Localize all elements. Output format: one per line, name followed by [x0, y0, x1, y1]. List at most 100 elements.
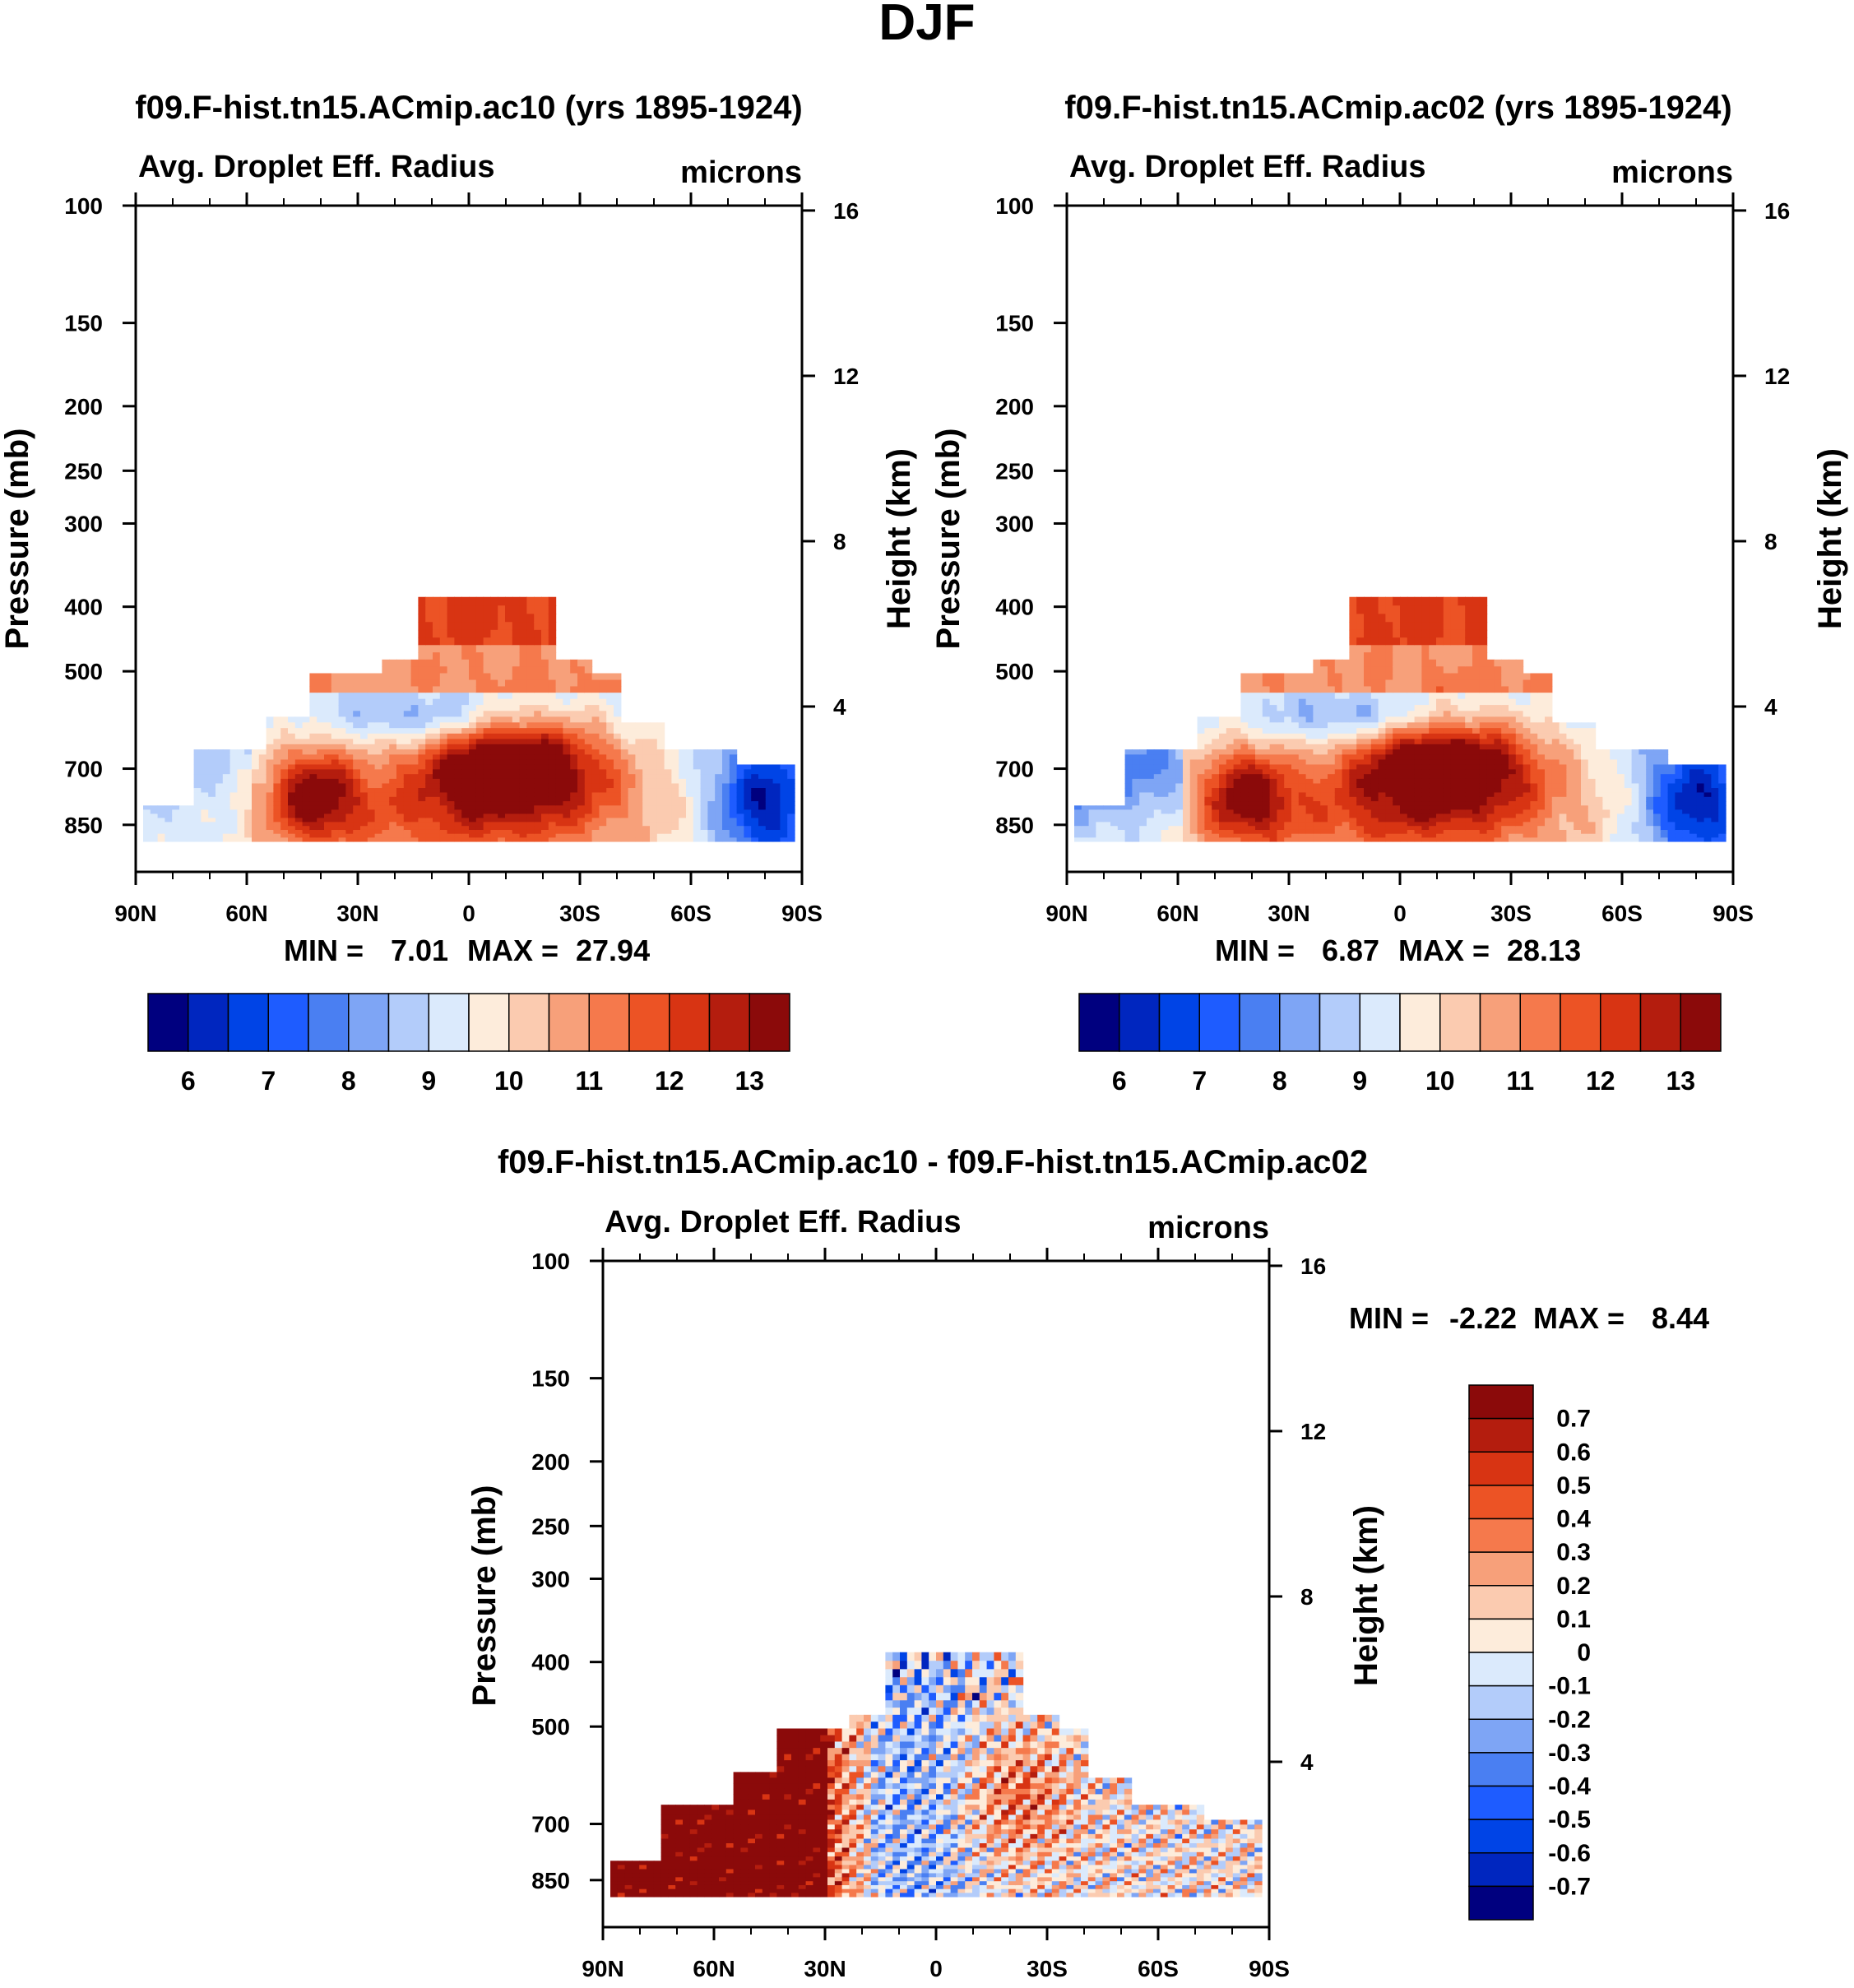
contour-cell	[469, 778, 477, 785]
contour-cell	[475, 805, 484, 811]
contour-cell	[1370, 733, 1379, 739]
contour-cell	[1298, 693, 1307, 700]
contour-cell	[483, 792, 491, 798]
y-tick-label: 200	[64, 394, 103, 419]
contour-cell	[599, 788, 607, 794]
contour-cell	[1407, 792, 1416, 798]
contour-cell	[1581, 805, 1589, 811]
contour-cell	[208, 754, 216, 761]
contour-cell	[1443, 733, 1452, 739]
contour-cell	[570, 659, 578, 667]
contour-cell	[165, 809, 173, 815]
contour-cell	[606, 809, 614, 815]
contour-cell	[1212, 783, 1220, 789]
contour-cell	[1356, 809, 1365, 815]
contour-cell	[1530, 826, 1538, 831]
contour-cell	[1284, 739, 1292, 745]
contour-cell	[1545, 818, 1553, 823]
contour-cell	[577, 733, 586, 739]
contour-cell	[1393, 744, 1401, 750]
colorbar-label: 13	[735, 1066, 764, 1096]
contour-cell	[591, 764, 600, 770]
contour-cell	[1421, 733, 1430, 739]
contour-cell	[1248, 833, 1256, 838]
contour-cell	[1298, 826, 1307, 831]
contour-cell	[1458, 693, 1466, 700]
contour-cell	[512, 705, 521, 711]
contour-cell	[1161, 837, 1169, 842]
contour-cell	[505, 698, 513, 706]
contour-cell	[751, 805, 759, 811]
contour-cell	[1313, 818, 1321, 823]
contour-cell	[1407, 826, 1416, 831]
contour-cell	[433, 596, 441, 606]
contour-cell	[439, 744, 448, 750]
contour-cell	[679, 783, 687, 789]
contour-cell	[1414, 629, 1422, 638]
contour-cell	[628, 774, 636, 780]
contour-cell	[1248, 822, 1256, 827]
contour-cell	[1291, 716, 1300, 723]
contour-cell	[1472, 673, 1481, 681]
contour-cell	[345, 769, 354, 775]
contour-cell	[1088, 826, 1096, 831]
contour-cell	[172, 813, 180, 819]
contour-cell	[541, 837, 549, 842]
contour-cell	[555, 829, 563, 835]
contour-cell	[1414, 652, 1422, 660]
contour-cell	[512, 818, 521, 823]
contour-cell	[1074, 829, 1082, 835]
contour-cell	[1537, 698, 1546, 706]
contour-cell	[1523, 739, 1531, 745]
contour-cell	[216, 792, 224, 798]
contour-cell	[1566, 833, 1574, 838]
contour-cell	[396, 764, 405, 770]
contour-cell	[1096, 822, 1104, 827]
contour-cell	[360, 792, 368, 798]
contour-cell	[534, 829, 542, 835]
contour-cell	[1334, 705, 1343, 711]
contour-cell	[439, 614, 448, 623]
contour-cell	[483, 605, 491, 614]
contour-cell	[751, 792, 759, 798]
contour-cell	[433, 739, 441, 745]
contour-cell	[1226, 818, 1235, 823]
contour-cell	[1364, 754, 1372, 761]
contour-cell	[1486, 809, 1495, 815]
contour-cell	[1574, 744, 1582, 750]
contour-cell	[266, 822, 274, 827]
contour-cell	[1132, 813, 1140, 819]
contour-cell	[1320, 739, 1328, 745]
contour-cell	[635, 778, 643, 785]
contour-cell	[331, 809, 340, 815]
contour-cell	[599, 833, 607, 838]
contour-cell	[1472, 659, 1481, 667]
contour-cell	[1400, 764, 1408, 770]
contour-cell	[1298, 673, 1307, 681]
contour-cell	[294, 783, 304, 789]
contour-cell	[331, 826, 340, 831]
colorbar-label: 11	[575, 1066, 603, 1096]
contour-cell	[447, 783, 455, 789]
contour-cell	[1443, 822, 1452, 827]
contour-cell	[1479, 679, 1488, 688]
contour-cell	[382, 774, 390, 780]
contour-cell	[512, 614, 521, 623]
colorbar: 6 7 8 9 10 11 12 13	[147, 993, 790, 1096]
contour-cell	[555, 818, 563, 823]
contour-cell	[642, 739, 651, 745]
contour-cell	[418, 813, 426, 819]
contour-cell	[1414, 826, 1422, 831]
contour-cell	[1240, 705, 1249, 711]
contour-cell	[729, 764, 738, 770]
contour-cell	[237, 778, 245, 785]
contour-cell	[1458, 801, 1466, 806]
contour-cell	[765, 774, 774, 780]
contour-cell	[599, 837, 607, 842]
contour-cell	[1370, 783, 1379, 789]
contour-cell	[1183, 764, 1191, 770]
contour-cell	[389, 739, 397, 745]
contour-cell	[1429, 769, 1437, 775]
contour-cell	[1436, 829, 1444, 835]
contour-cell	[1212, 826, 1220, 831]
